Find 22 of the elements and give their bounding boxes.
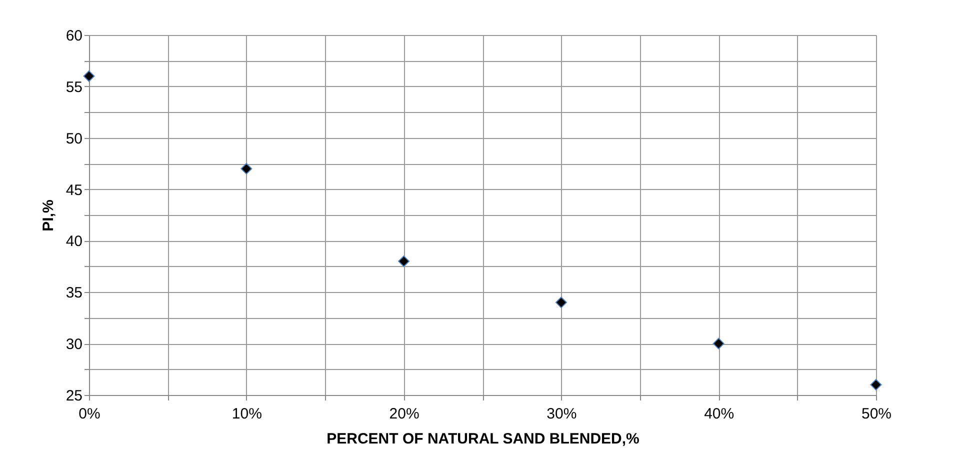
point: [83, 70, 95, 82]
y-tick-label: 25: [66, 388, 82, 404]
x-tick-label: 50%: [861, 406, 892, 422]
y-tick-label: 45: [66, 182, 82, 199]
x-tick-label: 0%: [78, 406, 100, 422]
y-axis-title: PI,%: [40, 200, 57, 232]
y-tick-label: 35: [66, 284, 82, 302]
y-tick-label: 40: [66, 233, 82, 250]
y-tick-label: 50: [66, 130, 82, 148]
y-tick-label: 30: [66, 336, 82, 354]
point: [870, 378, 882, 390]
point: [712, 338, 724, 350]
x-tick-label: 40%: [704, 406, 734, 422]
point: [240, 162, 252, 174]
x-tick-label: 20%: [389, 406, 420, 422]
x-tick-label: 10%: [232, 406, 262, 422]
x-axis-title: PERCENT OF NATURAL SAND BLENDED,%: [326, 430, 640, 448]
x-tick-label: 30%: [546, 406, 577, 422]
y-tick-label: 60: [66, 28, 82, 44]
y-tick-label: 55: [66, 78, 82, 96]
point: [398, 256, 410, 268]
point: [555, 296, 567, 308]
